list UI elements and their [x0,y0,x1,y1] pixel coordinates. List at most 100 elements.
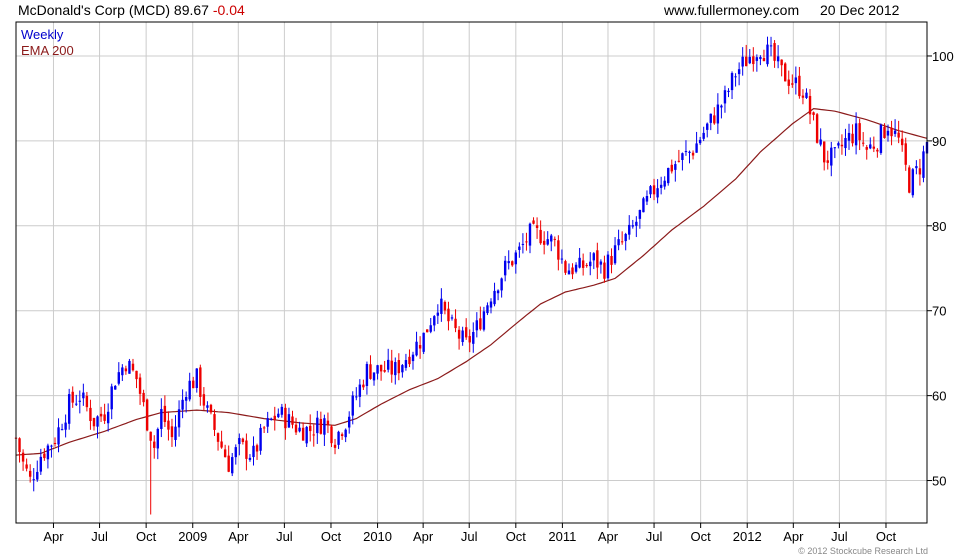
x-axis: Apr Jul Oct 2009 Apr Jul Oct 2010 Apr Jul Oct 2011 A… [43,523,896,544]
candle-body [82,392,85,399]
candle-body [355,396,358,398]
candle-body [826,160,829,163]
candle-body [560,258,564,260]
candle-body [25,464,28,469]
weekly-candle [861,132,865,147]
source-website: www.fullermoney.com [664,2,800,18]
candle-body [798,75,801,97]
weekly-candle [252,436,255,466]
candle-body [383,370,386,372]
candle-body [922,151,925,178]
candle-body [167,420,170,430]
weekly-candle [348,411,351,434]
weekly-candle [638,209,642,229]
candle-body [897,132,900,138]
x-tick-label: Jul [646,529,663,544]
weekly-candle [323,414,326,446]
weekly-candle [819,128,822,147]
candle-body [525,241,528,243]
weekly-candle [886,124,890,142]
weekly-candle [688,150,691,164]
ema-200-series [15,107,928,456]
weekly-candle [106,403,110,432]
candle-body [628,224,631,235]
candle-body [64,422,67,430]
candle-body [422,332,425,352]
weekly-candle [114,384,117,390]
weekly-candle [92,417,96,431]
weekly-candle [216,432,220,451]
weekly-candle [415,331,418,357]
candle-body [681,153,684,161]
weekly-candle [635,216,638,238]
weekly-candle [131,358,135,372]
candle-body [900,138,904,146]
weekly-candle [255,443,259,460]
candle-body [103,414,106,421]
candle-body [858,123,861,141]
candle-body [741,56,744,67]
weekly-candle [766,36,769,67]
candle-body [440,298,443,314]
weekly-candle [287,407,291,429]
candle-body [649,186,652,195]
weekly-candle [266,411,269,433]
x-tick-label: Oct [136,529,157,544]
weekly-candle [429,317,432,334]
candle-body [333,444,337,448]
weekly-candle [145,398,149,432]
candle-body [149,431,152,441]
weekly-candle [762,49,766,62]
candle-body [85,395,89,408]
y-tick-label: 50 [932,474,946,489]
weekly-candle [723,85,727,113]
candle-body [415,341,418,356]
candle-body [776,56,780,62]
candle-body [429,325,432,332]
candle-body [231,457,234,474]
candle-body [184,397,188,401]
weekly-candle [319,411,323,435]
weekly-candle [436,304,440,324]
weekly-candle [741,47,744,76]
weekly-candle [872,136,876,153]
weekly-candle [698,136,702,145]
candle-body [259,427,262,451]
candle-body [96,416,99,427]
weekly-candle [365,361,369,395]
weekly-candle [748,49,751,65]
weekly-candle [408,349,411,368]
candle-body [216,433,220,442]
weekly-candle [245,433,248,471]
weekly-candle [316,410,319,444]
weekly-candle [461,326,464,346]
candle-body [404,360,408,368]
candle-body [46,445,50,460]
candle-body [379,364,383,372]
candle-body [695,143,698,153]
candle-body [21,452,25,462]
candle-body [425,329,429,333]
candle-body [553,238,557,240]
weekly-candle [851,124,854,147]
weekly-candle [720,104,723,119]
x-tick-label: Apr [598,529,619,544]
candle-body [918,168,922,175]
candle-body [904,143,907,165]
candle-body [309,425,312,432]
candle-body [879,124,883,153]
weekly-candle [539,220,542,245]
candle-body [53,442,57,444]
weekly-candle [564,259,567,275]
weekly-candle [153,435,156,459]
weekly-candle [599,259,603,274]
weekly-candle [745,44,748,67]
candle-body [727,90,730,93]
candle-body [450,317,454,319]
weekly-candle [192,376,195,389]
weekly-candle [773,40,776,68]
candle-body [121,367,124,376]
weekly-candle [560,249,564,264]
candle-body [177,409,181,428]
